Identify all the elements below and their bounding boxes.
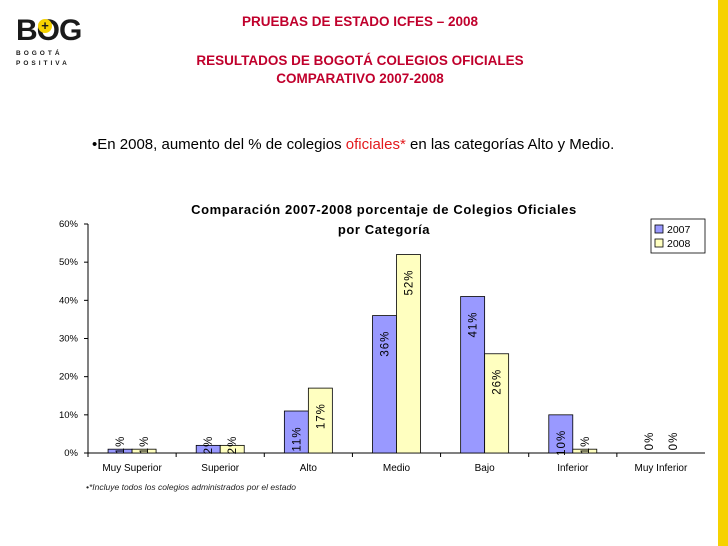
bar-2007 bbox=[283, 410, 309, 454]
chart-title-line-1: Comparación 2007-2008 porcentaje de Cole… bbox=[191, 202, 577, 217]
legend-label: 2008 bbox=[667, 238, 691, 250]
data-label: 0% bbox=[668, 432, 680, 451]
bullet-mark: • bbox=[92, 136, 98, 153]
bar-2008 bbox=[396, 254, 421, 454]
y-tick-label: 60% bbox=[59, 219, 79, 230]
bar-2007 bbox=[372, 315, 397, 454]
x-tick-label: Bajo bbox=[475, 463, 495, 474]
legend-label: 2007 bbox=[667, 224, 691, 236]
bar-2007 bbox=[460, 296, 486, 454]
bar-2008 bbox=[572, 448, 598, 454]
y-tick-label: 0% bbox=[64, 448, 78, 459]
y-tick-label: 10% bbox=[59, 410, 79, 421]
legend-swatch-2008 bbox=[654, 238, 664, 248]
accent-bar bbox=[718, 0, 728, 546]
bullet-before: En 2008, aumento del % de colegios bbox=[97, 136, 346, 153]
logo-line-2: POSITIVA bbox=[16, 60, 70, 67]
data-label: 41% bbox=[468, 312, 480, 338]
data-label: 10% bbox=[556, 430, 568, 456]
data-label: 0% bbox=[644, 432, 656, 451]
bullet-text: •En 2008, aumento del % de colegios ofic… bbox=[92, 134, 652, 155]
logo-plus-icon: + bbox=[38, 19, 52, 33]
bar-2008 bbox=[219, 444, 245, 454]
data-label: 2% bbox=[227, 436, 239, 455]
data-label: 11% bbox=[291, 426, 303, 451]
data-label: 1% bbox=[115, 436, 127, 455]
data-label: 17% bbox=[315, 403, 327, 429]
legend-swatch-2007 bbox=[654, 224, 664, 234]
data-label: 36% bbox=[380, 331, 392, 357]
footnote: •*Incluye todos los colegios administrad… bbox=[86, 482, 296, 492]
header-line-1: PRUEBAS DE ESTADO ICFES – 2008 bbox=[241, 14, 479, 29]
sidebar: BOG + BOGOTÁ POSITIVA bbox=[0, 0, 90, 546]
header-line-2: RESULTADOS DE BOGOTÁ COLEGIOS OFICIALES bbox=[196, 53, 524, 68]
data-label: 52% bbox=[404, 270, 416, 296]
y-tick-label: 30% bbox=[59, 334, 79, 345]
x-tick-label: Superior bbox=[201, 463, 239, 474]
logo-line-1: BOGOTÁ bbox=[16, 50, 63, 57]
data-label: 1% bbox=[139, 436, 151, 455]
bullet-highlight: oficiales* bbox=[345, 136, 406, 153]
data-label: 2% bbox=[203, 436, 215, 455]
data-label: 26% bbox=[492, 369, 504, 395]
x-tick-label: Medio bbox=[383, 463, 411, 474]
bog-logo: BOG + BOGOTÁ POSITIVA bbox=[16, 14, 82, 68]
bar-2008 bbox=[131, 448, 157, 454]
chart-title-line-2: por Categoría bbox=[338, 222, 430, 237]
x-tick-label: Inferior bbox=[557, 463, 589, 474]
bar-2007 bbox=[548, 414, 574, 454]
x-tick-label: Alto bbox=[300, 463, 318, 474]
y-tick-label: 40% bbox=[59, 295, 79, 306]
y-tick-label: 20% bbox=[59, 372, 79, 383]
bullet-after: en las categorías Alto y Medio. bbox=[405, 136, 615, 153]
x-tick-label: Muy Superior bbox=[102, 463, 162, 474]
bar-2008 bbox=[484, 353, 510, 454]
y-tick-label: 50% bbox=[59, 257, 79, 268]
x-tick-label: Muy Inferior bbox=[635, 463, 688, 474]
bar-2008 bbox=[307, 387, 333, 454]
header-line-3: COMPARATIVO 2007-2008 bbox=[276, 71, 444, 86]
data-label: 1% bbox=[580, 436, 592, 455]
